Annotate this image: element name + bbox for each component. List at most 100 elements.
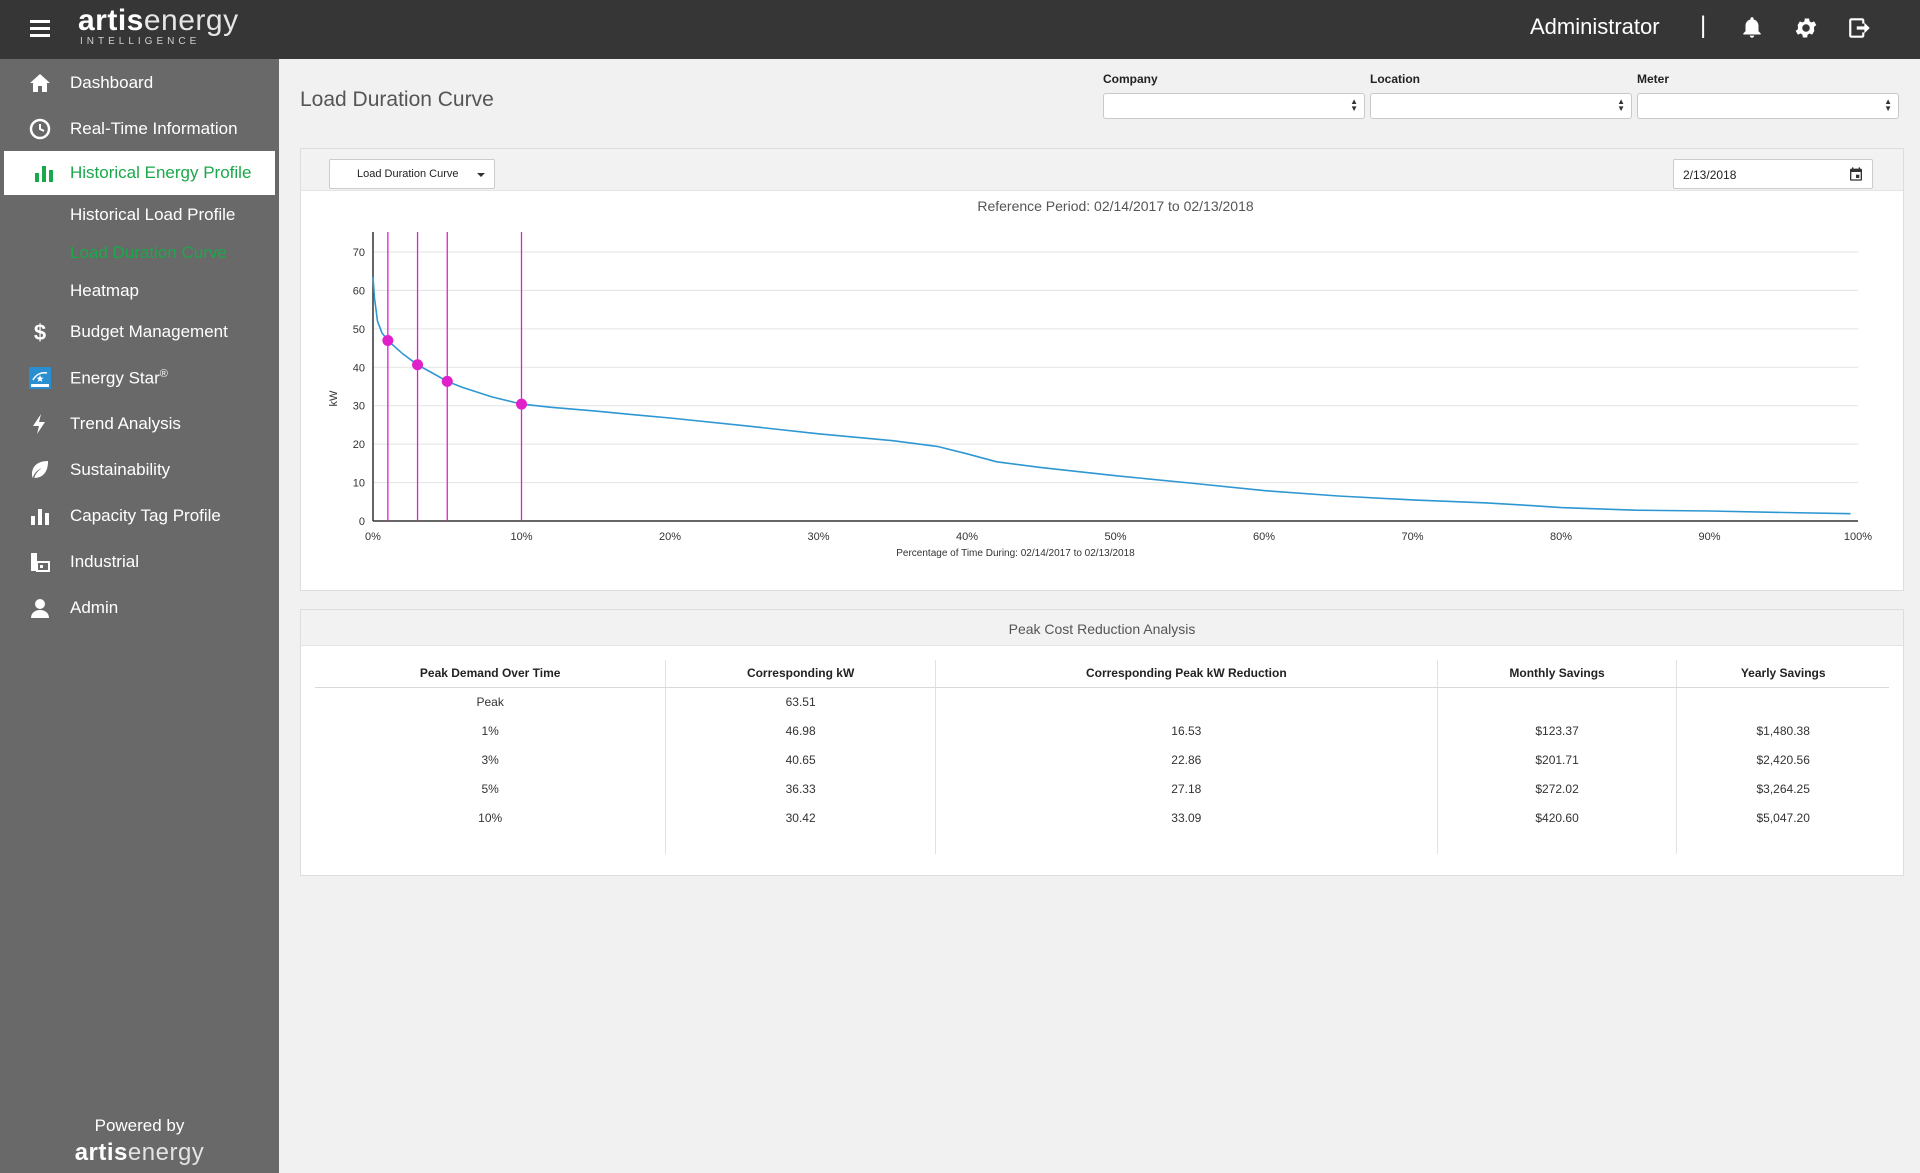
table-cell [934,687,1438,716]
select-arrows-icon: ▲ ▼ [1617,97,1625,113]
table-cell: $3,264.25 [1676,774,1889,803]
location-label: Location [1370,72,1420,86]
logo-text: energy [143,4,239,37]
column-header: Corresponding kW [665,660,936,688]
table-row: Peak 63.51 [315,687,1889,716]
y-tick-label: 30 [353,401,365,413]
sidebar-item-label: Historical Energy Profile [70,163,252,182]
y-tick-label: 0 [359,516,365,528]
app-logo[interactable]: artisenergy INTELLIGENCE [78,5,239,47]
table-cell: $123.37 [1436,716,1677,745]
calendar-icon[interactable] [1848,166,1864,182]
user-icon [31,599,49,618]
view-select-dropdown[interactable]: Load Duration Curve [329,159,495,189]
select-arrows-icon: ▲ ▼ [1350,97,1358,113]
date-value: 2/13/2018 [1683,168,1737,182]
marker-point [382,334,394,346]
dollar-icon: $ [34,320,46,344]
date-input[interactable]: 2/13/2018 [1673,159,1873,189]
sidebar-item-historical-energy-profile[interactable]: Historical Energy Profile [4,151,275,195]
factory-icon [31,553,50,572]
table-spacer-row [315,832,1889,854]
sidebar-item-real-time[interactable]: Real-Time Information [0,107,279,151]
lightning-icon [33,414,45,434]
table-cell: 46.98 [665,716,936,745]
table-cell: 63.51 [665,687,936,716]
table-header-row: Peak Demand Over Time Corresponding kW C… [315,660,1889,688]
x-tick-label: 80% [1550,531,1572,543]
sidebar: Dashboard Real-Time Information Historic… [0,59,279,1173]
sidebar-item-label: Trend Analysis [70,414,181,433]
table-cell: $272.02 [1436,774,1677,803]
sidebar-item-admin[interactable]: Admin [0,586,279,630]
logout-icon[interactable] [1847,15,1873,41]
location-select[interactable]: ▲ ▼ [1370,93,1632,119]
chart-toolbar: Load Duration Curve 2/13/2018 [301,149,1903,191]
y-tick-label: 20 [353,439,365,451]
column-header: Yearly Savings [1676,660,1889,688]
table-cell: 30.42 [665,803,936,832]
sidebar-item-label: Energy Star® [70,368,168,389]
sidebar-subitem-heatmap[interactable]: Heatmap [70,281,139,300]
analysis-header: Peak Cost Reduction Analysis [301,610,1903,646]
header-separator: | [1700,12,1707,39]
marker-point [516,398,527,410]
bar-chart-icon [35,166,53,182]
x-tick-label: 10% [510,531,532,543]
chart-panel: Load Duration Curve 2/13/2018 Reference … [300,148,1904,591]
select-arrows-icon: ▲ ▼ [1884,97,1892,113]
chart-title: Reference Period: 02/14/2017 to 02/13/20… [977,198,1254,214]
x-tick-label: 0% [365,531,381,543]
svg-text:$: $ [34,320,46,344]
company-select[interactable]: ▲ ▼ [1103,93,1365,119]
x-tick-label: 20% [659,531,681,543]
footer-logo: artisenergy [0,1139,279,1167]
user-name[interactable]: Administrator [1530,14,1660,39]
x-tick-label: 70% [1401,531,1423,543]
marker-point [441,375,453,387]
load-duration-line [372,276,1851,515]
sidebar-item-sustainability[interactable]: Sustainability [0,448,279,492]
powered-by-text: Powered by [94,1116,185,1135]
sidebar-item-label: Dashboard [70,73,154,92]
x-tick-label: 60% [1253,531,1275,543]
table-row: 10% 30.42 33.09 $420.60 $5,047.20 [315,803,1889,832]
sidebar-item-dashboard[interactable]: Dashboard [0,61,279,105]
sidebar-item-energy-star[interactable]: Energy Star® [0,356,279,400]
menu-icon[interactable] [30,20,50,38]
sidebar-item-trend-analysis[interactable]: Trend Analysis [0,402,279,446]
page-title: Load Duration Curve [300,88,494,111]
table-cell: 16.53 [934,716,1438,745]
sidebar-item-industrial[interactable]: Industrial [0,540,279,584]
y-tick-label: 60 [353,285,365,297]
sidebar-item-budget-management[interactable]: $ Budget Management [0,310,279,354]
table-cell: 10% [478,810,503,825]
sidebar-subitem-load-duration-curve[interactable]: Load Duration Curve [70,243,227,262]
x-tick-label: 50% [1104,531,1126,543]
x-axis-label: Percentage of Time During: 02/14/2017 to… [896,548,1135,559]
table-cell: 33.09 [934,803,1438,832]
column-header: Monthly Savings [1436,660,1677,688]
logo-subtitle: INTELLIGENCE [80,36,201,47]
sidebar-item-label: Budget Management [70,322,228,341]
table-cell [1676,687,1889,716]
marker-point [412,359,424,371]
sidebar-item-capacity-tag-profile[interactable]: Capacity Tag Profile [0,494,279,538]
sidebar-subitem-historical-load-profile[interactable]: Historical Load Profile [70,205,236,224]
table-cell: 40.65 [665,745,936,774]
analysis-panel: Peak Cost Reduction Analysis Peak Demand… [300,609,1904,876]
sidebar-item-label: Capacity Tag Profile [70,506,221,525]
meter-select[interactable]: ▲ ▼ [1637,93,1899,119]
table-cell [1436,687,1677,716]
gear-icon[interactable] [1793,15,1819,41]
table-cell: $5,047.20 [1676,803,1889,832]
bell-icon[interactable] [1739,15,1765,41]
home-icon [30,74,50,92]
column-header: Corresponding Peak kW Reduction [934,660,1438,688]
clock-icon [29,118,51,140]
table-cell: 36.33 [665,774,936,803]
leaf-icon [32,461,49,478]
registered-mark: ® [159,368,168,380]
table-cell: 3% [481,752,499,767]
y-tick-label: 40 [353,362,365,374]
